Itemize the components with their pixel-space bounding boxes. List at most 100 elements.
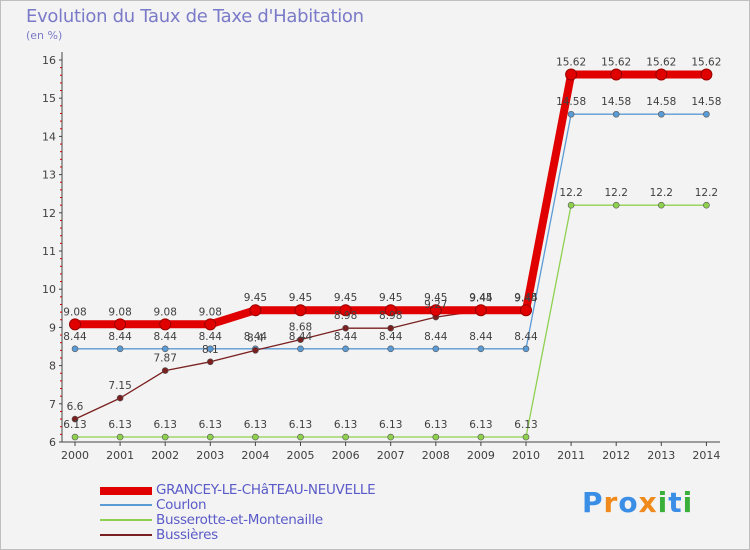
data-label: 14.58	[556, 96, 586, 108]
x-tick-label: 2009	[467, 449, 495, 462]
data-point	[71, 433, 79, 441]
x-tick-label: 2005	[287, 449, 315, 462]
logo-letter: i	[682, 486, 694, 519]
data-point	[657, 201, 665, 209]
data-point	[297, 336, 304, 343]
logo-letter: o	[618, 486, 639, 519]
data-label: 8.44	[469, 331, 493, 343]
data-label: 6.13	[289, 419, 312, 431]
data-point	[565, 68, 578, 81]
data-label: 6.13	[199, 419, 222, 431]
data-label: 12.2	[559, 187, 582, 199]
legend-swatch-bussieres	[100, 534, 152, 536]
data-label: 6.13	[514, 419, 537, 431]
data-label: 14.58	[601, 96, 631, 108]
legend-swatch-busserotte	[100, 519, 152, 521]
data-point	[612, 110, 620, 118]
legend-swatch-courlon	[100, 504, 152, 506]
data-point	[114, 318, 127, 331]
data-label: 6.13	[244, 419, 267, 431]
data-point	[522, 345, 530, 353]
data-point	[342, 324, 349, 332]
x-tick-label: 2001	[106, 449, 134, 462]
data-label: 9.08	[63, 306, 86, 318]
data-label: 8.4	[247, 332, 264, 344]
y-tick-label: 14	[42, 130, 56, 143]
x-tick-label: 2011	[557, 449, 585, 462]
data-label: 6.13	[424, 419, 447, 431]
x-tick-label: 2006	[332, 449, 360, 462]
data-point	[252, 347, 259, 354]
data-point	[522, 433, 530, 441]
data-point	[69, 318, 81, 331]
data-label: 8.68	[289, 322, 312, 334]
x-tick-label: 2000	[61, 449, 89, 462]
data-label: 9.45	[289, 292, 312, 304]
data-label: 12.2	[695, 187, 718, 199]
data-label: 14.58	[646, 96, 676, 108]
series-line	[75, 70, 707, 329]
data-point	[703, 201, 710, 209]
data-point	[71, 415, 79, 423]
data-point	[474, 304, 487, 317]
logo-letter: r	[603, 486, 619, 519]
y-tick-label: 13	[42, 169, 56, 182]
y-tick-label: 7	[49, 398, 56, 411]
data-label: 8.44	[108, 331, 132, 343]
legend-label-busserotte: Busserotte-et-Montenaille	[156, 512, 323, 528]
data-label: 6.13	[108, 419, 131, 431]
data-point	[252, 433, 259, 441]
data-point	[71, 345, 79, 353]
data-label: 15.62	[556, 57, 586, 69]
data-point	[520, 304, 532, 317]
data-label: 9.45	[469, 292, 492, 304]
data-label: 8.44	[154, 331, 178, 343]
data-label: 9.45	[334, 292, 357, 304]
data-label: 8.98	[379, 310, 402, 322]
data-point	[161, 433, 169, 441]
data-point	[249, 304, 262, 317]
data-point	[161, 367, 169, 374]
logo-letter: x	[638, 486, 658, 519]
x-tick-label: 2013	[647, 449, 675, 462]
data-point	[567, 110, 575, 118]
logo-letter: P	[582, 486, 604, 519]
data-point	[116, 394, 124, 402]
y-tick-label: 8	[49, 360, 56, 373]
legend-label-courlon: Courlon	[156, 497, 207, 513]
data-label: 8.44	[379, 331, 403, 343]
data-label: 15.62	[646, 57, 676, 69]
data-label: 14.58	[691, 96, 721, 108]
data-label: 8.44	[289, 331, 313, 343]
data-label: 7.87	[154, 353, 177, 365]
chart-subtitle: (en %)	[26, 29, 63, 42]
y-tick-label: 12	[42, 207, 56, 220]
data-label: 9.45	[379, 292, 402, 304]
legend-label-bussieres: Bussières	[156, 527, 218, 543]
data-label: 12.2	[605, 187, 628, 199]
y-tick-label: 9	[49, 321, 56, 334]
data-label: 7.15	[108, 380, 131, 392]
data-label: 6.13	[63, 419, 86, 431]
x-tick-label: 2007	[377, 449, 405, 462]
x-tick-label: 2010	[512, 449, 540, 462]
x-tick-label: 2003	[196, 449, 224, 462]
data-point	[387, 433, 395, 441]
data-point	[567, 201, 575, 209]
data-label: 6.13	[469, 419, 492, 431]
data-point	[297, 433, 304, 441]
data-point	[116, 433, 124, 441]
data-label: 9.44	[514, 293, 538, 305]
data-point	[657, 110, 665, 118]
data-point	[384, 304, 397, 317]
data-point	[387, 324, 395, 332]
data-label: 12.2	[650, 187, 673, 199]
data-label: 8.98	[334, 310, 357, 322]
y-tick-label: 6	[49, 436, 56, 449]
data-label: 8.44	[514, 331, 538, 343]
data-point	[342, 345, 349, 353]
data-point	[159, 318, 172, 331]
data-point	[612, 201, 620, 209]
